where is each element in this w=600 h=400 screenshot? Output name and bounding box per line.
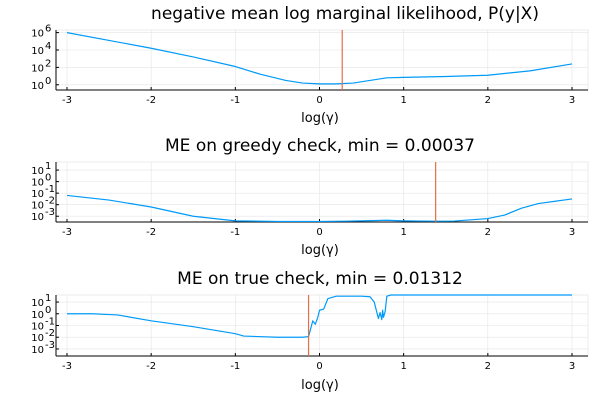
x-tick-label: -2 [146,227,156,238]
x-tick-label: 2 [485,227,491,238]
y-tick-label: 10 [31,29,44,40]
x-tick-label: 1 [400,95,406,106]
y-tick-label: 10 [31,201,44,212]
x-tick-label: -2 [146,361,156,372]
series-line [66,32,573,85]
y-tick-label: 10 [31,298,44,309]
x-tick-label: 3 [569,95,575,106]
y-tick-exponent: 2 [45,58,51,69]
x-tick-label: 3 [569,227,575,238]
y-tick-label: 10 [31,166,44,177]
y-tick-label: 10 [31,212,44,223]
series-line [66,194,573,223]
y-tick-exponent: 1 [45,161,51,172]
plot-frame [55,29,589,91]
x-axis-label-1: log(γ) [301,111,339,126]
y-tick-exponent: 0 [45,305,51,316]
x-tick-label: 1 [400,227,406,238]
x-tick-label: 0 [316,95,322,106]
series-line [67,294,572,338]
x-tick-label: 0 [316,361,322,372]
y-tick-label: 10 [31,333,44,344]
y-tick-exponent: 0 [45,173,51,184]
x-tick-label: -1 [230,95,240,106]
y-tick-label: 10 [31,345,44,356]
y-tick-label: 10 [31,63,44,74]
y-tick-exponent: -2 [45,328,55,339]
y-tick-exponent: 6 [45,24,51,35]
x-tick-label: -1 [230,361,240,372]
x-tick-label: -3 [62,95,72,106]
y-tick-label: 10 [31,189,44,200]
chart-title-3: ME on true check, min = 0.01312 [177,269,463,289]
y-tick-label: 10 [31,46,44,57]
chart-title-2: ME on greedy check, min = 0.00037 [165,136,475,156]
x-axis-label-3: log(γ) [301,378,339,393]
x-tick-label: -1 [230,227,240,238]
x-tick-label: 0 [316,227,322,238]
x-axis-label-2: log(γ) [301,243,339,258]
x-tick-label: -3 [62,227,72,238]
y-tick-exponent: -1 [45,317,55,328]
y-tick-exponent: 4 [45,41,51,52]
chart-title-1: negative mean log marginal likelihood, P… [151,4,539,24]
y-tick-label: 10 [31,310,44,321]
y-tick-exponent: 0 [45,76,51,87]
x-tick-label: 2 [485,95,491,106]
x-tick-label: 3 [569,361,575,372]
x-tick-label: 2 [485,361,491,372]
y-tick-exponent: -1 [45,184,55,195]
x-tick-label: -2 [146,95,156,106]
y-tick-label: 10 [31,81,44,92]
y-tick-label: 10 [31,178,44,189]
y-tick-exponent: 1 [45,293,51,304]
y-tick-label: 10 [31,322,44,333]
x-tick-label: -3 [62,361,72,372]
x-tick-label: 1 [400,361,406,372]
y-tick-exponent: -2 [45,196,55,207]
y-tick-exponent: -3 [45,340,55,351]
y-tick-exponent: -3 [45,207,55,218]
